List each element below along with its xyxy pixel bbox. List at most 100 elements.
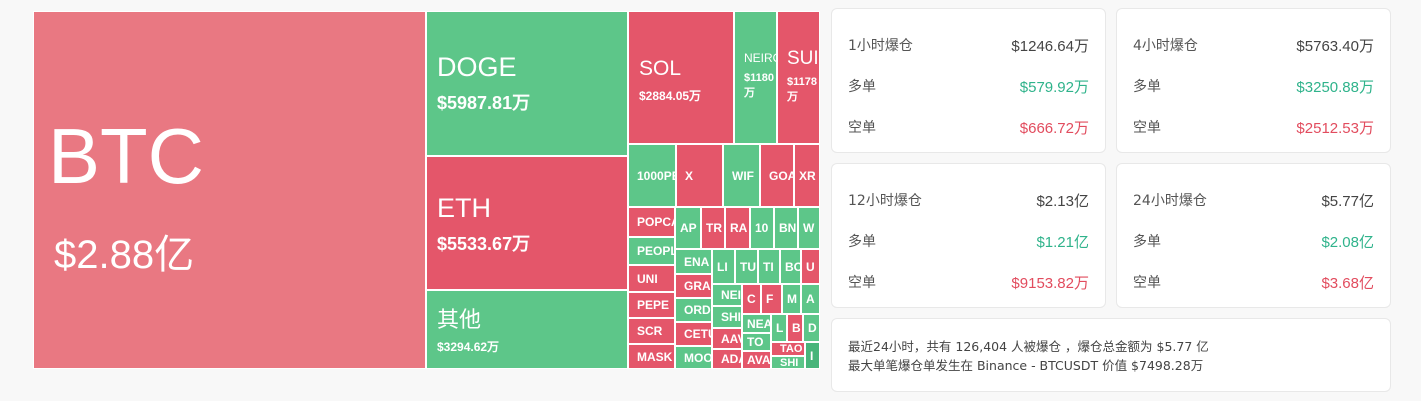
treemap-tile-sui[interactable]: SUI $1178万 [777,11,820,144]
treemap-tile-small[interactable]: D [803,314,820,342]
tile-symbol: TU [740,259,756,274]
summary-line-2: 最大单笔爆仓单发生在 Binance - BTCUSDT 价值 $7498.28… [848,358,1204,373]
tile-symbol: SCR [637,324,663,338]
treemap-tile-small[interactable]: 1000PE [628,144,676,207]
tile-symbol: X [685,168,694,183]
treemap-tile-small[interactable]: AP [675,207,701,249]
tile-symbol: M [787,292,797,306]
treemap-tile-small[interactable]: GRAS [675,274,712,298]
tile-symbol: DOGE [437,52,517,82]
tile-symbol: POPCA [637,215,674,229]
treemap-tile-small[interactable]: X [676,144,723,207]
treemap-tile-small[interactable]: RA [725,207,750,249]
treemap-tile-neiro[interactable]: NEIRO $1180万 [734,11,777,144]
treemap-tile-eth[interactable]: ETH $5533.67万 [426,156,628,290]
treemap-tile-small[interactable]: NEA [742,314,771,333]
card-24h: 24小时爆仓 $5.77亿 多单 $2.08亿 空单 $3.68亿 [1116,163,1391,308]
treemap-tile-small[interactable]: 10 [750,207,774,249]
long-value: $2.08亿 [1321,234,1374,251]
treemap-tile-small[interactable]: MASK [628,344,675,369]
tile-symbol: I [810,348,814,363]
tile-symbol: TR [706,221,722,235]
treemap-tile-small[interactable]: TR [701,207,725,249]
tile-symbol: WIF [732,168,754,183]
tile-symbol: C [747,292,756,306]
treemap-tile-small[interactable]: ADA [712,349,742,369]
tile-symbol: TAO [780,343,803,355]
tile-value: $1178万 [787,75,817,103]
treemap-tile-small[interactable]: GOA [760,144,794,207]
treemap-tile-small[interactable]: CETU [675,322,712,346]
summary-line-1: 最近24小时，共有 126,404 人被爆仓 ，爆仓总金额为 $5.77 亿 [848,339,1209,354]
treemap-tile-small[interactable]: I [805,342,820,369]
treemap-tile-small[interactable]: SCR [628,318,675,344]
tile-symbol: PEPE [637,298,670,312]
tile-symbol: BO [785,259,800,274]
card-total: $1246.64万 [1011,38,1089,55]
tile-symbol: RA [730,221,748,235]
treemap-tile-small[interactable]: TO [742,333,771,351]
treemap-tile-small[interactable]: W [798,207,820,249]
treemap-tile-small[interactable]: SHI [712,306,742,328]
treemap-tile-small[interactable]: LI [712,249,735,284]
treemap-tile-small[interactable]: PEOPL [628,237,675,265]
treemap-tile-small[interactable]: B [787,314,803,342]
tile-symbol: LI [717,259,728,274]
treemap-tile-small[interactable]: UNI [628,265,675,292]
short-value: $3.68亿 [1321,275,1374,292]
tile-symbol: ETH [437,193,491,223]
tile-symbol: SHI [721,310,742,324]
treemap-tile-small[interactable]: NEI [712,284,742,306]
treemap-tile-btc[interactable]: BTC $2.88亿 [33,11,426,369]
treemap-tile-small[interactable]: MOO [675,346,712,369]
treemap-tile-small[interactable]: TI [758,249,780,284]
treemap-tile-small[interactable]: XR [794,144,820,207]
tile-symbol: SOL [639,57,682,80]
card-12h: 12小时爆仓 $2.13亿 多单 $1.21亿 空单 $9153.82万 [831,163,1106,308]
treemap-tile-small[interactable]: ORDI [675,298,712,322]
tile-symbol: CETU [684,327,711,341]
treemap-tile-small[interactable]: PEPE [628,292,675,318]
tile-symbol: GRAS [684,279,711,293]
treemap-tile-small[interactable]: POPCA [628,207,675,237]
tile-symbol: SUI [787,48,819,69]
tile-symbol: 1000PE [637,168,676,183]
treemap-tile-small[interactable]: TU [735,249,758,284]
short-value: $2512.53万 [1296,120,1374,137]
short-label: 空单 [1133,120,1161,136]
treemap-tile-small[interactable]: AVA [742,351,771,369]
tile-symbol: NEI [721,288,742,302]
tile-symbol: TI [763,259,774,274]
treemap-tile-small[interactable]: AAV [712,328,742,349]
tile-symbol: XR [799,168,816,183]
treemap-tile-small[interactable]: L [771,314,787,342]
summary-card: 最近24小时，共有 126,404 人被爆仓 ，爆仓总金额为 $5.77 亿 最… [831,318,1391,392]
short-label: 空单 [848,275,876,291]
tile-symbol: 10 [755,221,769,235]
treemap-tile-其他[interactable]: 其他 $3294.62万 [426,290,628,369]
treemap-tile-sol[interactable]: SOL $2884.05万 [628,11,734,144]
long-label: 多单 [1133,234,1161,250]
card-1h: 1小时爆仓 $1246.64万 多单 $579.92万 空单 $666.72万 [831,8,1106,153]
tile-symbol: SHI [780,356,799,369]
tile-symbol: W [803,221,815,235]
tile-symbol: BN [779,221,797,235]
tile-symbol: ORDI [684,303,712,317]
treemap-tile-small[interactable]: ENA [675,249,712,274]
treemap-tile-small[interactable]: M [782,284,801,314]
tile-symbol: NEIRO [744,51,776,65]
treemap-tile-small[interactable]: BO [780,249,801,284]
treemap-tile-small[interactable]: TAO [771,342,805,356]
treemap-tile-doge[interactable]: DOGE $5987.81万 [426,11,628,156]
treemap-tile-small[interactable]: SHI [771,356,805,369]
tile-symbol: TO [747,335,764,349]
treemap-tile-small[interactable]: F [761,284,782,314]
long-value: $1.21亿 [1036,234,1089,251]
tile-value: $1180万 [744,71,774,99]
treemap-tile-small[interactable]: BN [774,207,798,249]
treemap-tile-small[interactable]: C [742,284,761,314]
treemap-tile-small[interactable]: U [801,249,820,284]
treemap-tile-small[interactable]: A [801,284,820,314]
tile-symbol: B [792,321,801,335]
treemap-tile-small[interactable]: WIF [723,144,760,207]
